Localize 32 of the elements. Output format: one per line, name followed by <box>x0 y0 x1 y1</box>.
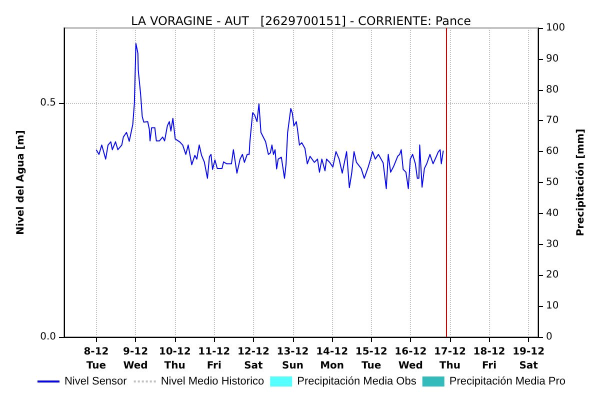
y2-tick-label: 70 <box>546 115 559 126</box>
x-tick-label: 8-12 Tue <box>84 346 109 372</box>
x-tick-label: 11-12 Fri <box>198 346 230 372</box>
y2-tick-label: 10 <box>546 300 559 312</box>
y2-tick-label: 100 <box>546 22 566 34</box>
x-tick-label: 13-12 Sun <box>276 346 309 372</box>
x-tick-label: 19-12 Sat <box>512 346 545 372</box>
x-tick-label: 16-12 Wed <box>394 346 427 372</box>
y2-tick-label: 80 <box>546 84 559 96</box>
y2-tick-label: 90 <box>546 53 559 64</box>
legend-label: Nivel Medio Historico <box>160 376 264 388</box>
x-tick-label: 17-12 Thu <box>434 346 466 372</box>
y-tick-label: 0.0 <box>40 332 56 342</box>
x-tick-label: 9-12 Wed <box>123 346 148 372</box>
y-tick-label: 0.5 <box>40 97 56 108</box>
legend-label: Nivel Sensor <box>64 376 128 388</box>
chart-title: LA VORAGINE - AUT [2629700151] - CORRIENTE: Pance <box>130 14 472 28</box>
y2-tick-label: 60 <box>546 146 559 158</box>
y2-tick-label: 0 <box>546 332 552 342</box>
y2-tick-label: 40 <box>546 208 559 219</box>
x-tick-label: 14-12 Mon <box>316 346 348 372</box>
y2-axis-title: Precipitación [mm] <box>576 128 586 236</box>
x-tick-label: 10-12 Thu <box>158 346 191 372</box>
legend-label: Precipitación Media Pro <box>449 376 566 388</box>
y2-tick-label: 30 <box>546 238 559 250</box>
y2-tick-label: 50 <box>546 177 559 188</box>
legend-label: Precipitación Media Obs <box>297 376 417 388</box>
x-tick-label: 18-12 Fri <box>473 346 506 372</box>
x-tick-label: 12-12 Sat <box>237 346 270 372</box>
y2-tick-label: 20 <box>546 270 559 281</box>
y-axis-title: Nivel del Agua [m] <box>16 130 26 235</box>
x-tick-label: 15-12 Tue <box>355 346 388 372</box>
